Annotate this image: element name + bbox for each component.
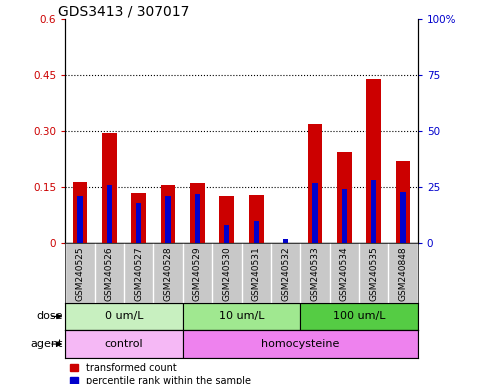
Text: GSM240848: GSM240848	[398, 246, 408, 301]
Bar	[195, 194, 200, 243]
Text: GSM240531: GSM240531	[252, 246, 261, 301]
Bar	[400, 192, 406, 243]
Bar	[367, 79, 381, 243]
Bar	[136, 203, 142, 243]
Text: GDS3413 / 307017: GDS3413 / 307017	[58, 4, 189, 18]
Text: control: control	[105, 339, 143, 349]
Bar	[300, 303, 418, 330]
Bar	[72, 182, 87, 243]
Bar	[396, 161, 411, 243]
Bar	[165, 196, 170, 243]
Text: 100 um/L: 100 um/L	[333, 311, 385, 321]
Bar	[190, 183, 205, 243]
Text: GSM240529: GSM240529	[193, 246, 202, 301]
Text: GSM240533: GSM240533	[311, 246, 319, 301]
Text: GSM240525: GSM240525	[75, 246, 85, 301]
Bar	[161, 185, 175, 243]
Bar	[183, 303, 300, 330]
Text: GSM240526: GSM240526	[105, 246, 114, 301]
Text: GSM240534: GSM240534	[340, 246, 349, 301]
Text: GSM240530: GSM240530	[222, 246, 231, 301]
Bar	[371, 180, 376, 243]
Bar	[308, 124, 322, 243]
Text: GSM240528: GSM240528	[164, 246, 172, 301]
Bar	[131, 193, 146, 243]
Bar	[65, 303, 183, 330]
Bar	[102, 133, 116, 243]
Bar	[283, 238, 288, 243]
Text: 0 um/L: 0 um/L	[105, 311, 143, 321]
Bar	[183, 330, 418, 358]
Text: GSM240535: GSM240535	[369, 246, 378, 301]
Text: GSM240532: GSM240532	[281, 246, 290, 301]
Text: homocysteine: homocysteine	[261, 339, 340, 349]
Bar	[77, 196, 83, 243]
Legend: transformed count, percentile rank within the sample: transformed count, percentile rank withi…	[70, 363, 251, 384]
Bar	[224, 225, 229, 243]
Text: agent: agent	[30, 339, 63, 349]
Text: 10 um/L: 10 um/L	[219, 311, 264, 321]
Bar	[341, 189, 347, 243]
Bar	[107, 185, 112, 243]
Bar	[313, 183, 318, 243]
Bar	[65, 330, 183, 358]
Text: GSM240527: GSM240527	[134, 246, 143, 301]
Bar	[254, 221, 259, 243]
Text: dose: dose	[36, 311, 63, 321]
Bar	[219, 197, 234, 243]
Bar	[337, 152, 352, 243]
Bar	[249, 195, 264, 243]
